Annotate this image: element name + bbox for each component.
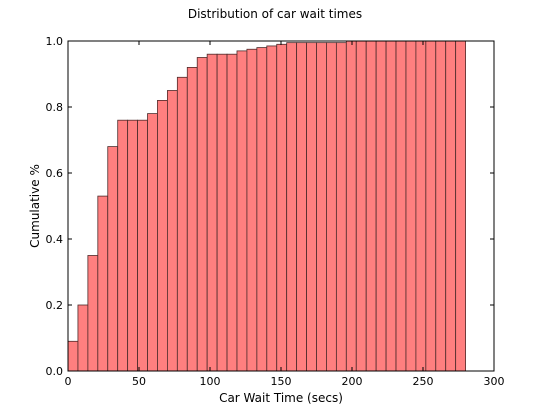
histogram-bar <box>137 119 148 372</box>
y-tick-label: 1.0 <box>46 35 64 48</box>
y-tick-label: 0.6 <box>46 167 64 180</box>
x-axis-ticks: 0 50 100 150 200 250 300 <box>65 41 505 388</box>
histogram-bar <box>226 53 238 372</box>
histogram-bar <box>286 42 298 372</box>
y-tick-label: 0.4 <box>46 233 64 246</box>
histogram-bar <box>335 42 347 372</box>
x-tick-label: 150 <box>271 375 292 388</box>
histogram-bar <box>345 40 357 372</box>
y-tick-label: 0.8 <box>46 101 64 114</box>
histogram-bar <box>355 40 367 372</box>
y-tick-label: 0.2 <box>46 299 64 312</box>
y-axis-label: Cumulative % <box>28 164 42 248</box>
y-axis-ticks: 0.0 0.2 0.4 0.6 0.8 1.0 <box>46 35 494 378</box>
histogram-bar <box>117 119 129 372</box>
y-tick-label: 0.0 <box>46 365 64 378</box>
histogram-bar <box>77 304 89 372</box>
histogram-bar <box>445 40 457 372</box>
histogram-bar <box>256 47 268 372</box>
histogram-bar <box>87 255 99 372</box>
histogram-bar <box>375 40 387 372</box>
histogram-bar <box>395 40 407 372</box>
histogram-bar <box>306 42 317 372</box>
histogram-bar <box>186 67 198 372</box>
histogram-bar <box>425 40 437 372</box>
x-tick-label: 200 <box>342 375 363 388</box>
histogram-bar <box>176 76 188 372</box>
histogram-bar <box>67 340 79 372</box>
histogram-bar <box>455 40 467 372</box>
histogram-bar <box>435 40 447 372</box>
histogram-bar <box>266 45 278 372</box>
histogram-bar <box>326 42 337 372</box>
histogram-bar <box>147 113 158 372</box>
histogram-bar <box>365 40 377 372</box>
histogram-bar <box>216 53 228 372</box>
histogram-bar <box>236 50 248 372</box>
x-tick-label: 300 <box>484 375 505 388</box>
histogram-bar <box>296 42 307 372</box>
x-tick-label: 0 <box>65 375 72 388</box>
x-tick-label: 100 <box>200 375 221 388</box>
histogram-bar <box>246 48 258 372</box>
histogram-bar <box>107 146 119 372</box>
bars-group <box>67 40 467 372</box>
histogram-bar <box>127 119 138 372</box>
histogram-bar <box>166 90 178 372</box>
histogram-bar <box>97 195 109 372</box>
histogram-bar <box>316 42 327 372</box>
histogram-bar <box>385 40 397 372</box>
histogram-bar <box>196 57 208 372</box>
histogram-bar <box>276 43 288 372</box>
x-axis-label: Car Wait Time (secs) <box>219 391 343 405</box>
histogram-bar <box>415 40 427 372</box>
histogram-bar <box>206 53 218 372</box>
histogram-bar <box>405 40 417 372</box>
chart-title: Distribution of car wait times <box>188 7 362 21</box>
x-tick-label: 250 <box>413 375 434 388</box>
x-tick-label: 50 <box>132 375 146 388</box>
histogram-bar <box>157 100 168 372</box>
